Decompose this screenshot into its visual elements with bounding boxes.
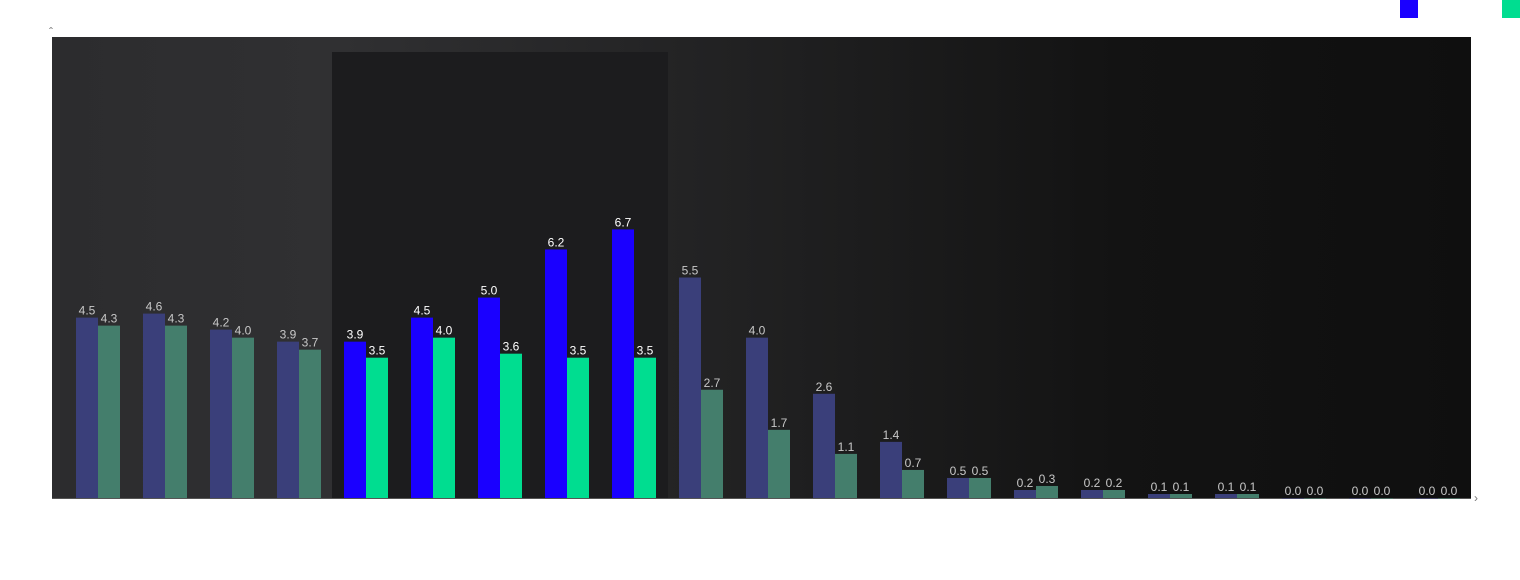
bar (1081, 489, 1103, 498)
bar (1237, 493, 1259, 498)
bar (567, 357, 589, 498)
value-label: 4.6 (146, 300, 163, 314)
value-label: 4.5 (414, 304, 431, 318)
bar (478, 297, 500, 498)
bar (500, 353, 522, 498)
value-label: 3.9 (280, 328, 297, 342)
value-label: 0.1 (1173, 480, 1190, 494)
bar (1282, 498, 1304, 499)
value-label: 6.2 (548, 235, 565, 249)
value-label: 3.9 (347, 328, 364, 342)
value-label: 0.0 (1307, 484, 1324, 498)
value-label: 0.3 (1039, 472, 1056, 486)
value-label: 4.3 (168, 312, 185, 326)
bar (299, 349, 321, 498)
bar (232, 337, 254, 498)
bar (1103, 489, 1125, 498)
value-label: 2.6 (816, 380, 833, 394)
bar (1304, 498, 1326, 499)
value-label: 2.7 (704, 376, 721, 390)
value-label: 0.0 (1285, 484, 1302, 498)
bar (1438, 498, 1460, 499)
bar (947, 477, 969, 498)
value-label: 4.5 (79, 304, 96, 318)
bar (344, 341, 366, 498)
value-label: 1.4 (883, 428, 900, 442)
value-label: 4.3 (101, 312, 118, 326)
value-label: 0.1 (1151, 480, 1168, 494)
bar (165, 325, 187, 498)
value-label: 0.0 (1441, 484, 1458, 498)
bar (545, 249, 567, 498)
bar (1014, 489, 1036, 498)
value-label: 3.5 (637, 344, 654, 358)
value-label: 4.0 (235, 324, 252, 338)
value-label: 1.1 (838, 440, 855, 454)
bar (768, 429, 790, 498)
value-label: 0.0 (1352, 484, 1369, 498)
bar (969, 477, 991, 498)
x-axis-arrow: › (1474, 491, 1478, 505)
value-label: 3.7 (302, 336, 319, 350)
value-label: 0.2 (1106, 476, 1123, 490)
bar (1036, 485, 1058, 498)
bar (634, 357, 656, 498)
y-axis-arrow: ˆ (49, 25, 53, 39)
legend-swatch (1400, 0, 1418, 18)
value-label: 0.1 (1240, 480, 1257, 494)
value-label: 0.0 (1419, 484, 1436, 498)
value-label: 4.0 (436, 324, 453, 338)
bar (1371, 498, 1393, 499)
bar (98, 325, 120, 498)
bar (76, 317, 98, 498)
value-label: 0.0 (1374, 484, 1391, 498)
value-label: 6.7 (615, 215, 632, 229)
value-label: 3.6 (503, 340, 520, 354)
value-label: 0.5 (972, 464, 989, 478)
value-label: 4.2 (213, 316, 230, 330)
value-label: 1.7 (771, 416, 788, 430)
bar (1215, 493, 1237, 498)
value-label: 0.7 (905, 456, 922, 470)
bar (902, 469, 924, 498)
value-label: 0.2 (1084, 476, 1101, 490)
bar (880, 441, 902, 498)
bar (433, 337, 455, 498)
value-label: 5.5 (682, 264, 699, 278)
value-label: 3.5 (369, 344, 386, 358)
bar (612, 229, 634, 498)
bar (813, 393, 835, 498)
value-label: 0.1 (1218, 480, 1235, 494)
value-label: 0.2 (1017, 476, 1034, 490)
bar (143, 313, 165, 498)
bar (411, 317, 433, 498)
value-label: 4.0 (749, 324, 766, 338)
bar (701, 389, 723, 498)
bar (1416, 498, 1438, 499)
bar (1170, 493, 1192, 498)
bar (679, 277, 701, 498)
bar (746, 337, 768, 498)
bar (366, 357, 388, 498)
value-label: 5.0 (481, 284, 498, 298)
bar (835, 453, 857, 498)
value-label: 0.5 (950, 464, 967, 478)
value-label: 3.5 (570, 344, 587, 358)
bar (277, 341, 299, 498)
bar (1349, 498, 1371, 499)
bar (1148, 493, 1170, 498)
bar (210, 329, 232, 498)
legend-swatch (1502, 0, 1520, 18)
